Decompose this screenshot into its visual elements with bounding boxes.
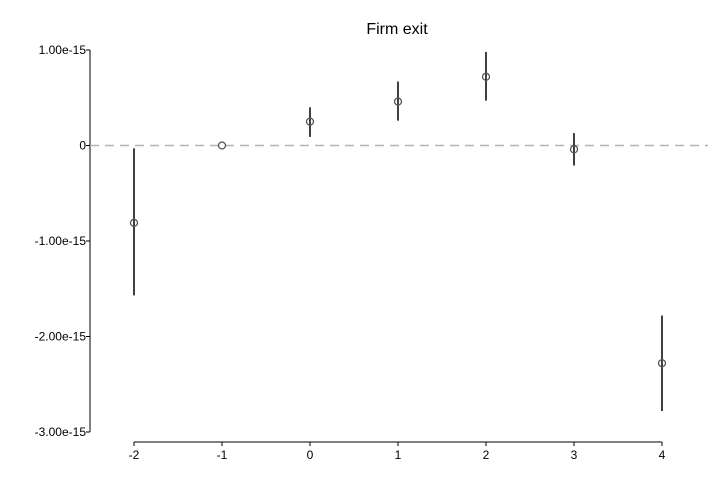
x-tick-label-1: -1 bbox=[217, 448, 228, 462]
data-marks bbox=[90, 51, 708, 411]
point-4 bbox=[481, 72, 491, 81]
point-3 bbox=[393, 97, 403, 106]
y-tick-label-4: -3.00e-15 bbox=[35, 425, 87, 439]
y-tick-label-0: 1.00e-15 bbox=[39, 43, 87, 57]
x-tick-label-6: 4 bbox=[659, 448, 666, 462]
x-tick-label-2: 0 bbox=[307, 448, 314, 462]
axes: 1.00e-15 0 -1.00e-15 -2.00e-15 -3.00e-15 -2 -1… bbox=[35, 43, 666, 462]
x-tick-label-4: 2 bbox=[483, 448, 490, 462]
y-tick-label-2: -1.00e-15 bbox=[35, 234, 87, 248]
point-0 bbox=[129, 218, 139, 228]
point-1 bbox=[217, 141, 227, 150]
point-2 bbox=[305, 117, 315, 126]
y-tick-label-1: 0 bbox=[79, 139, 86, 153]
x-tick-label-5: 3 bbox=[571, 448, 578, 462]
x-tick-label-0: -2 bbox=[129, 448, 140, 462]
point-5 bbox=[569, 145, 579, 154]
chart-title: Firm exit bbox=[366, 21, 428, 38]
x-tick-label-3: 1 bbox=[395, 448, 402, 462]
y-tick-label-3: -2.00e-15 bbox=[35, 330, 87, 344]
point-6 bbox=[657, 359, 667, 368]
